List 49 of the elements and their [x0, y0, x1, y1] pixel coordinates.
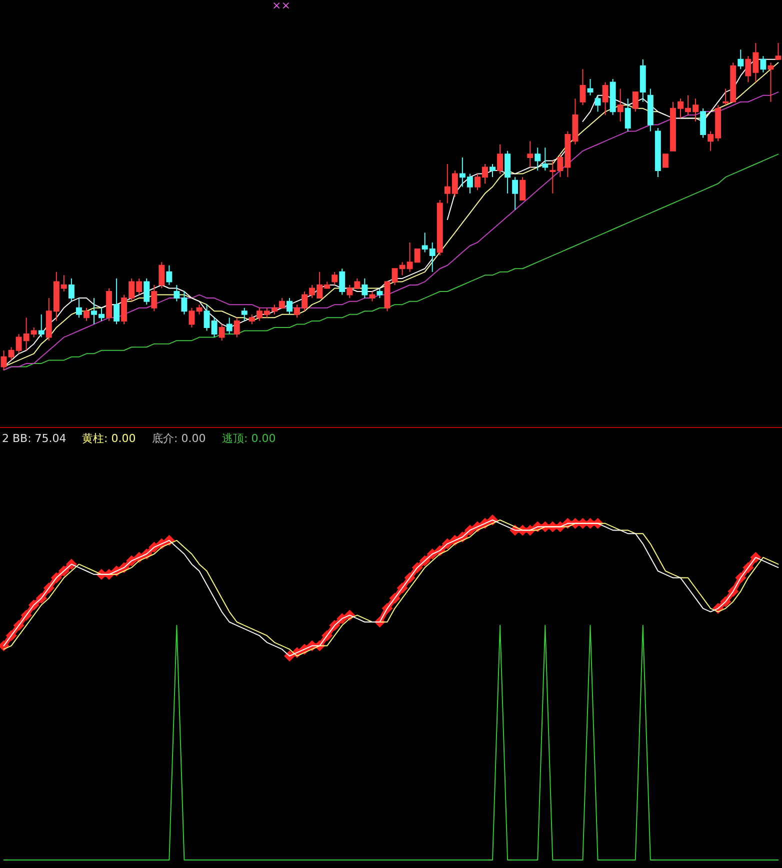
candlestick — [38, 314, 44, 338]
candlestick — [700, 108, 706, 138]
text: 逃顶: 0.00 — [222, 432, 276, 445]
candlestick — [594, 94, 601, 112]
candlestick — [490, 163, 496, 178]
candlestick — [68, 278, 74, 302]
candlestick — [775, 42, 782, 60]
candlestick — [624, 98, 631, 132]
candlestick — [587, 78, 594, 96]
candlestick — [534, 147, 541, 172]
candlestick — [234, 317, 240, 338]
candlestick — [144, 278, 150, 306]
candlestick — [339, 268, 346, 296]
candlestick — [602, 82, 608, 116]
candlestick — [392, 268, 398, 286]
candlestick — [362, 278, 368, 299]
candlestick — [151, 284, 158, 312]
candlestick — [738, 49, 744, 70]
text: 2 BB: 75.04 — [2, 432, 66, 445]
candlestick — [376, 288, 383, 299]
candlestick — [760, 56, 766, 73]
candlestick — [632, 92, 638, 112]
candlestick — [83, 307, 90, 322]
candlestick — [580, 68, 586, 106]
candlestick — [226, 317, 232, 335]
candlestick — [114, 278, 120, 325]
candlestick — [542, 147, 548, 172]
candlestick — [218, 324, 225, 342]
candlestick — [158, 262, 165, 289]
candlestick — [662, 154, 668, 168]
candlestick — [76, 298, 82, 318]
candlestick — [512, 176, 518, 210]
candlestick — [520, 176, 526, 200]
candlestick — [527, 140, 534, 168]
candlestick — [768, 62, 774, 102]
candlestick — [241, 307, 248, 322]
text: 黄柱: 0.00 — [82, 432, 136, 445]
candlestick — [332, 271, 338, 286]
candlestick — [617, 88, 624, 122]
candlestick — [504, 150, 511, 194]
candlestick — [369, 291, 376, 302]
candlestick — [286, 298, 292, 315]
candlestick — [188, 307, 195, 328]
text: ×× — [272, 0, 290, 12]
candlestick — [0, 350, 7, 370]
candlestick — [196, 304, 202, 315]
text: 底介: 0.00 — [152, 432, 206, 445]
candlestick — [166, 264, 172, 286]
candlestick — [497, 144, 504, 174]
